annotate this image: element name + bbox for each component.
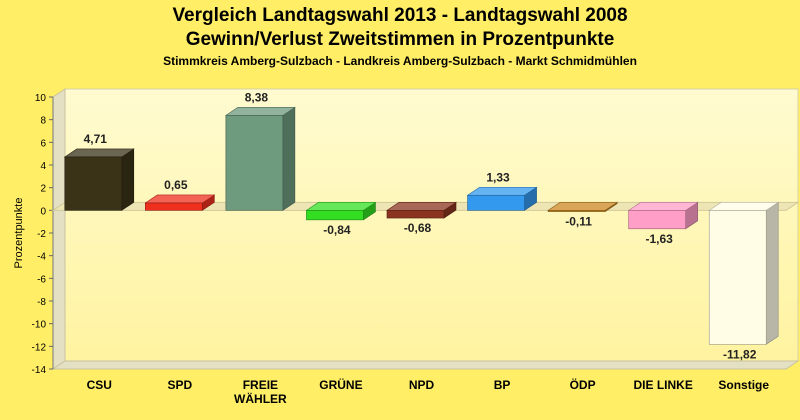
- y-tick-label: 8: [40, 116, 46, 127]
- category-label: FREIE: [243, 378, 278, 392]
- plot-side-wall: [52, 88, 66, 370]
- chart-subtitle-2: Stimmkreis Amberg-Sulzbach - Landkreis A…: [163, 54, 637, 68]
- category-label: CSU: [87, 378, 112, 392]
- value-label: -0,84: [323, 223, 351, 237]
- bar-grüne: [305, 201, 377, 221]
- y-tick-label: 10: [35, 93, 47, 104]
- value-label: 1,33: [486, 170, 510, 184]
- category-label: WÄHLER: [234, 391, 287, 406]
- y-tick-label: -12: [32, 342, 47, 353]
- y-axis-label: Prozentpunkte: [13, 198, 25, 269]
- value-label: -1,63: [645, 232, 673, 246]
- y-tick-label: 0: [40, 206, 46, 217]
- chart-title: Vergleich Landtagswahl 2013 - Landtagswa…: [172, 5, 628, 26]
- y-tick-label: 4: [40, 161, 46, 172]
- category-label: DIE LINKE: [633, 378, 692, 392]
- chart-subtitle: Gewinn/Verlust Zweitstimmen in Prozentpu…: [185, 29, 615, 50]
- y-tick-label: 6: [40, 138, 46, 149]
- bar-npd: [386, 201, 457, 219]
- value-label: -11,82: [723, 347, 757, 361]
- category-label: ÖDP: [570, 377, 596, 392]
- bar-spd: [144, 194, 216, 211]
- bar-ödp: [547, 201, 619, 213]
- category-label: GRÜNE: [319, 377, 362, 392]
- value-label: -0,11: [565, 215, 592, 229]
- bar-die-linke: [627, 201, 699, 230]
- category-label: SPD: [167, 378, 192, 392]
- value-label: 8,38: [245, 90, 269, 104]
- y-tick-label: -6: [37, 274, 46, 285]
- y-tick-label: 2: [40, 184, 46, 195]
- plot-floor: [51, 360, 800, 370]
- value-label: -0,68: [404, 221, 432, 235]
- bar-csu: [63, 148, 135, 211]
- category-label: NPD: [409, 378, 435, 392]
- y-tick-label: -10: [32, 320, 47, 331]
- bar-freie-wähler: [224, 106, 296, 211]
- value-label: 4,71: [84, 132, 108, 146]
- y-tick-label: -8: [37, 297, 46, 308]
- y-tick-label: -4: [37, 252, 46, 263]
- y-tick-label: -2: [37, 229, 46, 240]
- bar-bp: [466, 186, 538, 211]
- category-label: Sonstige: [718, 378, 769, 392]
- value-label: 0,65: [164, 178, 188, 192]
- chart-titles: Vergleich Landtagswahl 2013 - Landtagswa…: [0, 4, 800, 69]
- bar-sonstige: [708, 201, 780, 345]
- category-label: BP: [494, 378, 511, 392]
- y-tick-label: -14: [32, 365, 47, 376]
